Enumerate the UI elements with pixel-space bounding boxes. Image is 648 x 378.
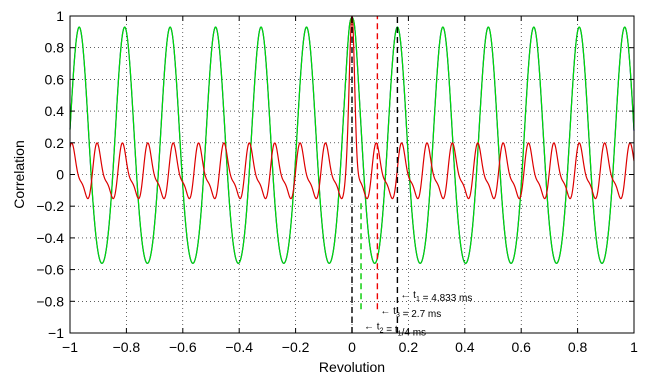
y-tick-label: 0.4 xyxy=(45,103,65,119)
y-tick-label: −0.6 xyxy=(36,262,64,278)
x-tick-label: −0.2 xyxy=(282,339,310,355)
x-tick-label: −0.4 xyxy=(225,339,253,355)
y-tick-label: 1 xyxy=(56,8,64,24)
time-annotation: ← t2 = t1/4 ms xyxy=(364,322,426,339)
y-axis-label: Correlation xyxy=(11,140,27,208)
y-tick-label: −0.8 xyxy=(36,293,64,309)
x-tick-label: 1 xyxy=(630,339,638,355)
x-tick-label: −0.6 xyxy=(169,339,197,355)
x-tick-label: 0.2 xyxy=(399,339,419,355)
time-annotation: ← t3 = 2.7 ms xyxy=(380,306,441,320)
annotation-layer: ← t1 = 4.833 ms ← t3 = 2.7 ms ← t2 = t1/4 … xyxy=(364,290,472,339)
tick-layer: −1 −0.8 −0.6 −0.4 −0.2 0 0.2 0.4 0.6 0.8 1 −1 −0.8 −0… xyxy=(36,8,638,355)
x-tick-label: 0.8 xyxy=(568,339,588,355)
y-tick-label: −0.4 xyxy=(36,230,64,246)
x-tick-label: 0.6 xyxy=(511,339,531,355)
x-tick-label: 0 xyxy=(348,339,356,355)
y-tick-label: 0.8 xyxy=(45,40,65,56)
marker-layer xyxy=(351,16,399,333)
x-axis-label: Revolution xyxy=(319,359,385,375)
y-tick-label: −1 xyxy=(48,325,64,341)
y-tick-label: 0.2 xyxy=(45,135,65,151)
y-tick-label: 0.6 xyxy=(45,71,65,87)
time-annotation: ← t1 = 4.833 ms xyxy=(400,290,472,304)
y-tick-label: 0 xyxy=(56,167,64,183)
x-tick-label: 0.4 xyxy=(455,339,475,355)
x-tick-label: −1 xyxy=(62,339,78,355)
x-tick-label: −0.8 xyxy=(113,339,141,355)
y-tick-label: −0.2 xyxy=(36,198,64,214)
